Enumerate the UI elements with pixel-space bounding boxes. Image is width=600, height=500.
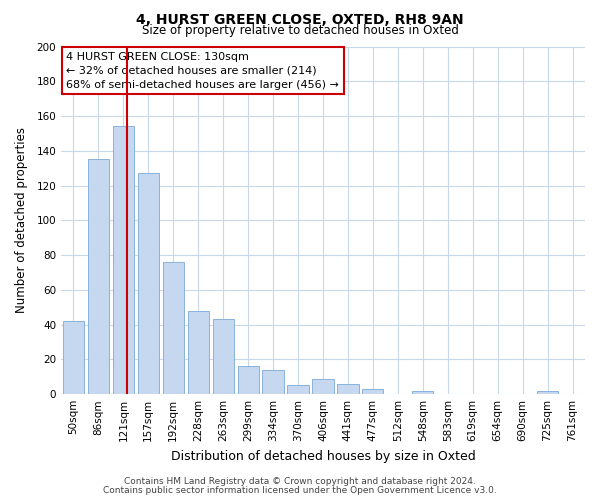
Bar xyxy=(337,384,359,394)
Y-axis label: Number of detached properties: Number of detached properties xyxy=(15,128,28,314)
Bar xyxy=(88,160,109,394)
Text: 4, HURST GREEN CLOSE, OXTED, RH8 9AN: 4, HURST GREEN CLOSE, OXTED, RH8 9AN xyxy=(136,12,464,26)
Bar xyxy=(238,366,259,394)
Bar xyxy=(537,390,558,394)
Bar xyxy=(287,386,308,394)
Bar xyxy=(362,389,383,394)
Bar xyxy=(212,320,234,394)
Bar xyxy=(262,370,284,394)
Bar xyxy=(188,310,209,394)
Text: 4 HURST GREEN CLOSE: 130sqm
← 32% of detached houses are smaller (214)
68% of se: 4 HURST GREEN CLOSE: 130sqm ← 32% of det… xyxy=(66,52,339,90)
Text: Contains public sector information licensed under the Open Government Licence v3: Contains public sector information licen… xyxy=(103,486,497,495)
Text: Size of property relative to detached houses in Oxted: Size of property relative to detached ho… xyxy=(142,24,458,37)
Bar xyxy=(137,174,159,394)
Bar xyxy=(63,321,84,394)
X-axis label: Distribution of detached houses by size in Oxted: Distribution of detached houses by size … xyxy=(170,450,475,462)
Bar xyxy=(163,262,184,394)
Bar xyxy=(113,126,134,394)
Text: Contains HM Land Registry data © Crown copyright and database right 2024.: Contains HM Land Registry data © Crown c… xyxy=(124,477,476,486)
Bar xyxy=(412,390,433,394)
Bar xyxy=(313,378,334,394)
